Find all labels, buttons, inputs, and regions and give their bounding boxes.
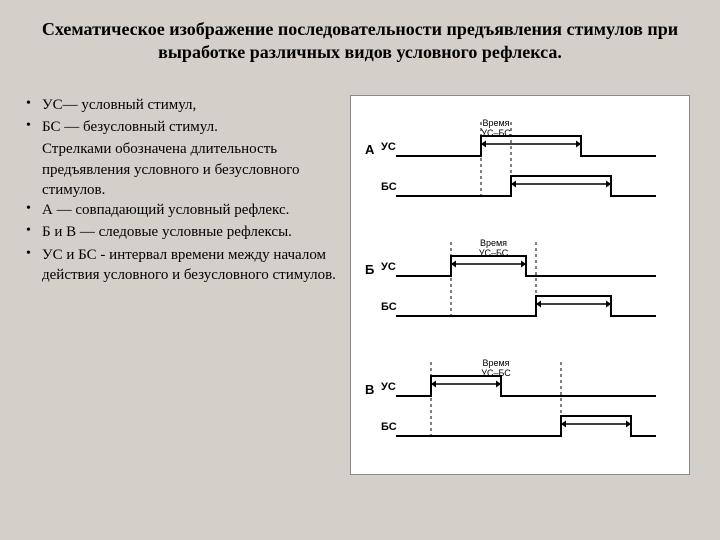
svg-text:А: А: [365, 142, 375, 157]
svg-text:В: В: [365, 382, 374, 397]
indent-text: Стрелками обозначена длительность предъя…: [20, 139, 350, 200]
svg-text:УС–БС: УС–БС: [479, 248, 509, 258]
svg-text:Время: Время: [480, 238, 507, 248]
page-title: Схематическое изображение последовательн…: [0, 0, 720, 75]
bullet-item: БС — безусловный стимул.: [20, 117, 350, 137]
svg-text:БС: БС: [381, 181, 397, 193]
diagram-svg: АУСБСВремяУС–БСБУСБСВремяУС–БСВУСБСВремя…: [351, 96, 691, 476]
bullet-item: А — совпадающий условный рефлекс.: [20, 200, 350, 220]
svg-text:Б: Б: [365, 262, 374, 277]
svg-text:УС: УС: [381, 381, 396, 393]
timing-diagram: АУСБСВремяУС–БСБУСБСВремяУС–БСВУСБСВремя…: [350, 95, 690, 475]
svg-text:УС: УС: [381, 141, 396, 153]
svg-text:УС–БС: УС–БС: [481, 128, 511, 138]
svg-text:БС: БС: [381, 421, 397, 433]
svg-text:УС–БС: УС–БС: [481, 368, 511, 378]
bullet-item: УС— условный стимул,: [20, 95, 350, 115]
bullet-list: УС— условный стимул, БС — безусловный ст…: [20, 95, 350, 475]
svg-text:УС: УС: [381, 261, 396, 273]
bullet-item: УС и БС - интервал времени между началом…: [20, 245, 350, 286]
svg-text:Время: Время: [482, 358, 509, 368]
svg-text:Время: Время: [482, 118, 509, 128]
svg-text:БС: БС: [381, 301, 397, 313]
content-row: УС— условный стимул, БС — безусловный ст…: [0, 75, 720, 475]
bullet-item: Б и В — следовые условные рефлексы.: [20, 222, 350, 242]
